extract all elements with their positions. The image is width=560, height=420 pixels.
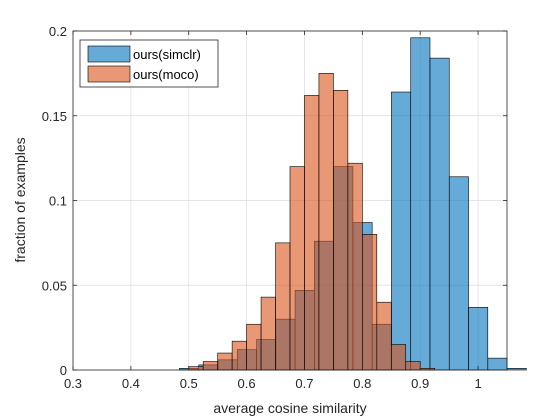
y-tick-label: 0.15	[42, 109, 67, 124]
legend-label-simclr: ours(simclr)	[133, 47, 201, 62]
x-axis-label: average cosine similarity	[213, 400, 366, 416]
y-tick-label: 0.1	[49, 194, 67, 209]
bars	[179, 37, 527, 371]
y-tick-label: 0.05	[42, 278, 67, 293]
histogram-bar	[448, 176, 469, 371]
histogram-bar	[289, 166, 305, 371]
x-tick-label: 0.3	[64, 376, 82, 391]
histogram-bar	[202, 361, 218, 371]
y-tick-label: 0	[60, 363, 67, 378]
histogram-bar	[188, 366, 204, 371]
y-axis: 0 0.05 0.1 0.15 0.2	[42, 24, 507, 378]
y-axis-label: fraction of examples	[12, 137, 28, 262]
histogram-bar	[376, 301, 392, 371]
histogram-bar	[304, 95, 320, 371]
series-1	[188, 73, 435, 371]
histogram-bar	[506, 368, 527, 371]
x-tick-label: 0.6	[238, 376, 256, 391]
y-tick-label: 0.2	[49, 24, 67, 39]
histogram-bar	[390, 344, 407, 371]
x-tick-label: 0.4	[122, 376, 140, 391]
histogram-bar	[429, 57, 450, 371]
histogram-bar	[405, 361, 421, 371]
histogram-bar	[487, 357, 508, 371]
x-tick-label: 0.5	[180, 376, 198, 391]
x-tick-label: 1	[474, 376, 481, 391]
x-tick-label: 0.8	[353, 376, 371, 391]
legend-swatch-simclr	[87, 45, 131, 63]
histogram-bar	[275, 242, 291, 371]
histogram-bar	[260, 296, 276, 371]
legend-label-moco: ours(moco)	[133, 67, 199, 82]
x-tick-label: 0.9	[411, 376, 429, 391]
x-tick-label: 0.7	[295, 376, 313, 391]
histogram-bar	[333, 90, 349, 371]
histogram-bar	[468, 306, 489, 371]
histogram-bar	[231, 340, 247, 371]
legend-swatch-moco	[87, 65, 131, 83]
x-axis: 0.3 0.4 0.5 0.6 0.7 0.8 0.9 1	[64, 31, 482, 391]
legend: ours(simclr) ours(moco)	[79, 39, 219, 88]
histogram-bar	[318, 73, 334, 371]
histogram-bar	[217, 352, 233, 371]
histogram-bar	[362, 234, 378, 371]
histogram-bar	[347, 162, 363, 371]
histogram-bar	[246, 323, 262, 371]
histogram-bar	[410, 37, 431, 371]
histogram-bar	[391, 91, 412, 371]
